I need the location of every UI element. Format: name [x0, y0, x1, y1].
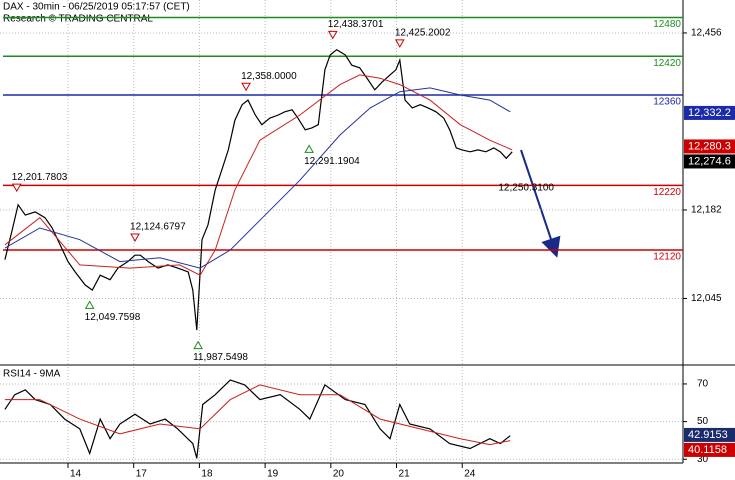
y-tick-label: 12,045 — [691, 293, 722, 304]
price-line — [4, 74, 513, 276]
value-box-label: 12,280.3 — [688, 140, 731, 152]
high-marker — [394, 39, 405, 48]
chart-subtitle: Research © TRADING CENTRAL — [3, 14, 153, 25]
value-box — [684, 139, 735, 154]
level-label: 12360 — [653, 97, 681, 108]
value-box-label: 12,274.6 — [688, 155, 731, 167]
high-label: 12,201.7803 — [12, 172, 68, 183]
high-label: 12,425.2002 — [395, 27, 451, 38]
y-tick-label: 50 — [697, 416, 709, 427]
rsi-title: RSI14 - 9MA — [3, 369, 61, 380]
level-label: 12120 — [653, 252, 681, 263]
x-tick-label: 17 — [136, 469, 148, 480]
high-marker — [130, 233, 140, 242]
level-label: 12480 — [653, 19, 681, 30]
high-marker — [327, 30, 338, 40]
low-marker — [84, 300, 95, 309]
y-tick-label: 12,182 — [691, 205, 722, 216]
high-label: 12,438.3701 — [328, 19, 384, 30]
x-tick-label: 21 — [399, 469, 411, 480]
y-tick-label: 70 — [697, 379, 709, 390]
value-box-label: 40.1158 — [688, 444, 727, 456]
value-box — [684, 442, 735, 457]
value-box — [684, 154, 735, 169]
price-line — [4, 384, 511, 446]
low-marker — [193, 340, 203, 350]
chart-title: DAX - 30min - 06/25/2019 05:17:57 (CET) — [3, 2, 190, 13]
value-box — [684, 427, 735, 442]
x-tick-label: 19 — [267, 469, 279, 480]
x-tick-label: 20 — [333, 469, 345, 480]
low-label: 12,049.7598 — [85, 312, 141, 323]
high-label: 12,358.0000 — [241, 71, 297, 82]
high-marker — [241, 82, 251, 92]
high-label: 12,124.6797 — [130, 222, 186, 233]
y-tick-label: 12,456 — [691, 28, 722, 39]
y-tick-label: 30 — [697, 454, 709, 465]
value-box-label: 12,332.2 — [688, 107, 731, 119]
value-box-label: 42.9153 — [688, 429, 728, 441]
price-line — [4, 379, 511, 459]
price-line — [4, 87, 511, 269]
x-tick-label: 14 — [70, 469, 82, 480]
value-box — [684, 105, 735, 120]
low-marker — [304, 144, 315, 153]
level-label: 12420 — [653, 58, 681, 69]
x-tick-label: 24 — [464, 469, 476, 480]
high-marker — [11, 183, 22, 193]
x-tick-label: 18 — [201, 469, 213, 480]
low-label: 11,987.5498 — [193, 352, 248, 363]
price-line — [4, 48, 513, 331]
target-label: 12,250.3100 — [498, 182, 554, 193]
forecast-arrow — [520, 149, 561, 258]
level-label: 12220 — [653, 187, 681, 198]
low-label: 12,291.1904 — [304, 156, 360, 167]
